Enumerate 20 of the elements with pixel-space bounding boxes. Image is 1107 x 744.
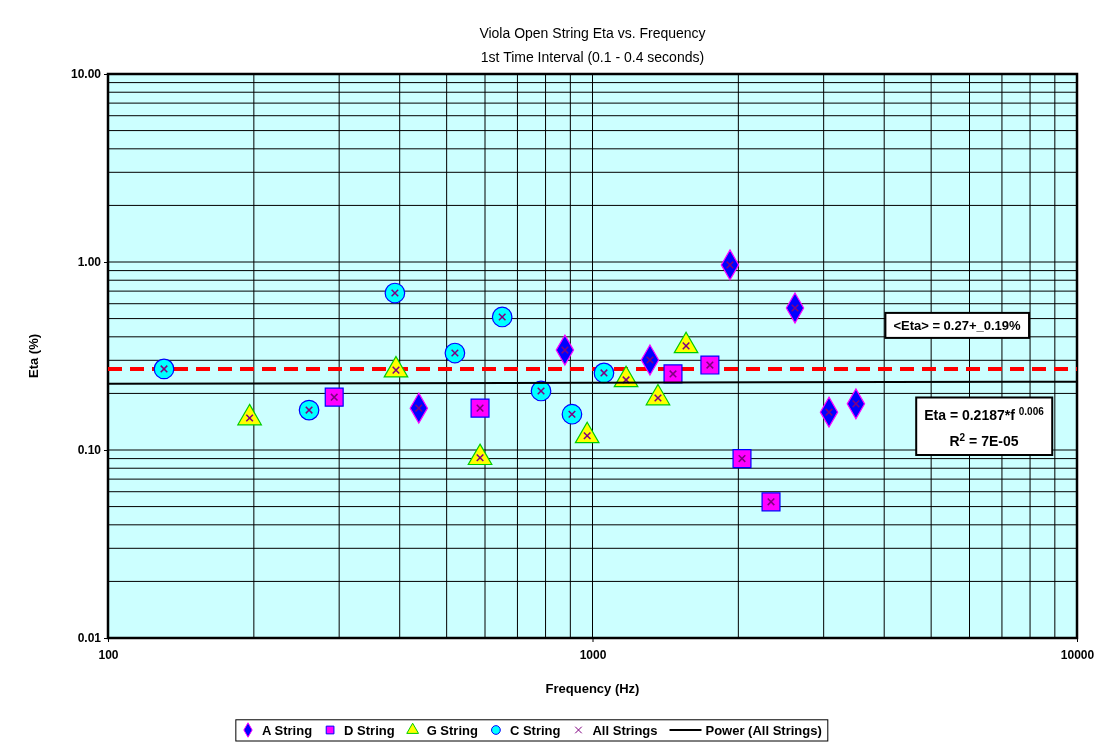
y-tick-label: 1.00: [77, 255, 102, 270]
legend-label: C String: [509, 723, 561, 738]
y-tick-label: 0.01: [77, 631, 102, 646]
x-tick-label: 1000: [579, 648, 607, 663]
annotation: R$^{2}$ = 7E-05: [949, 431, 1019, 449]
x-tick-label: 10000: [1060, 648, 1095, 663]
x-axis-title: Frequency (Hz): [545, 681, 640, 696]
legend-label: Power (All Strings): [705, 723, 822, 738]
y-tick-label: 10.00: [70, 67, 102, 82]
chart-subtitle: 1st Time Interval (0.1 - 0.4 seconds): [480, 49, 705, 65]
legend-label: All Strings: [592, 723, 658, 738]
y-tick-label: 0.10: [77, 443, 102, 458]
y-axis-title: Eta (%): [26, 333, 41, 379]
ref-line-label: <Eta> = 0.27+_0.19%: [893, 317, 1022, 333]
annotation: Eta = 0.2187*f $^{0.006}$: [924, 405, 1045, 423]
legend-label: G String: [426, 723, 478, 738]
legend-label: A String: [262, 723, 313, 738]
legend-label: D String: [344, 723, 395, 738]
chart-title: Viola Open String Eta vs. Frequency: [479, 25, 706, 41]
x-tick-label: 100: [98, 648, 119, 663]
